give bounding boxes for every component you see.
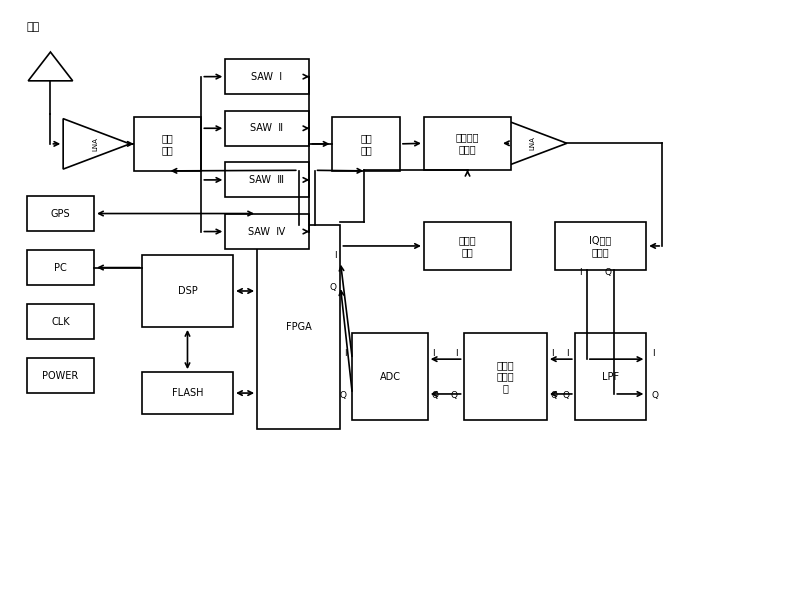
- Bar: [352, 333, 428, 420]
- Text: CLK: CLK: [51, 316, 70, 327]
- Text: FLASH: FLASH: [172, 388, 203, 398]
- Text: LNA: LNA: [92, 137, 98, 151]
- Text: Q: Q: [652, 391, 659, 399]
- Text: ADC: ADC: [379, 371, 401, 382]
- Text: I: I: [551, 348, 554, 358]
- Bar: [257, 225, 341, 429]
- Bar: [555, 222, 646, 270]
- Bar: [574, 333, 646, 420]
- Text: 可控增
益放大
器: 可控增 益放大 器: [497, 360, 514, 393]
- Bar: [226, 111, 309, 145]
- Text: Q: Q: [340, 391, 346, 399]
- Bar: [226, 59, 309, 94]
- Text: POWER: POWER: [42, 371, 78, 381]
- Bar: [26, 304, 94, 339]
- Text: I: I: [432, 348, 434, 358]
- Text: 射频
开关: 射频 开关: [360, 133, 372, 155]
- Text: Q: Q: [330, 283, 337, 292]
- Text: Q: Q: [605, 268, 611, 277]
- Text: DSP: DSP: [178, 286, 198, 296]
- Text: Q: Q: [451, 391, 458, 399]
- Bar: [226, 162, 309, 198]
- Text: Q: Q: [562, 391, 570, 399]
- Text: Q: Q: [551, 391, 558, 399]
- Text: SAW  Ⅳ: SAW Ⅳ: [248, 227, 286, 236]
- Bar: [142, 372, 233, 414]
- Text: IQ正交
解调器: IQ正交 解调器: [590, 235, 612, 257]
- Text: LPF: LPF: [602, 371, 619, 382]
- Bar: [26, 196, 94, 231]
- Text: 射频
开关: 射频 开关: [162, 133, 174, 155]
- Text: PC: PC: [54, 262, 66, 273]
- Text: I: I: [455, 348, 458, 358]
- Text: Q: Q: [432, 391, 438, 399]
- Text: I: I: [344, 348, 346, 358]
- Bar: [26, 358, 94, 393]
- Bar: [134, 117, 202, 171]
- Text: SAW  Ⅲ: SAW Ⅲ: [250, 175, 285, 185]
- Text: 天线: 天线: [26, 22, 39, 32]
- Bar: [142, 255, 233, 327]
- Text: 数控增益
放大器: 数控增益 放大器: [456, 133, 479, 154]
- Text: I: I: [566, 348, 570, 358]
- Text: FPGA: FPGA: [286, 322, 311, 332]
- Text: SAW  Ⅰ: SAW Ⅰ: [251, 72, 282, 82]
- Text: I: I: [334, 251, 337, 260]
- Text: LNA: LNA: [529, 136, 535, 150]
- Bar: [26, 250, 94, 285]
- Text: I: I: [579, 268, 582, 277]
- Bar: [424, 222, 511, 270]
- Text: 射频锁
相环: 射频锁 相环: [458, 235, 476, 257]
- Bar: [463, 333, 547, 420]
- Text: GPS: GPS: [50, 208, 70, 219]
- Bar: [424, 117, 511, 170]
- Bar: [226, 214, 309, 249]
- Text: I: I: [652, 348, 654, 358]
- Text: SAW  Ⅱ: SAW Ⅱ: [250, 123, 283, 133]
- Bar: [333, 117, 400, 171]
